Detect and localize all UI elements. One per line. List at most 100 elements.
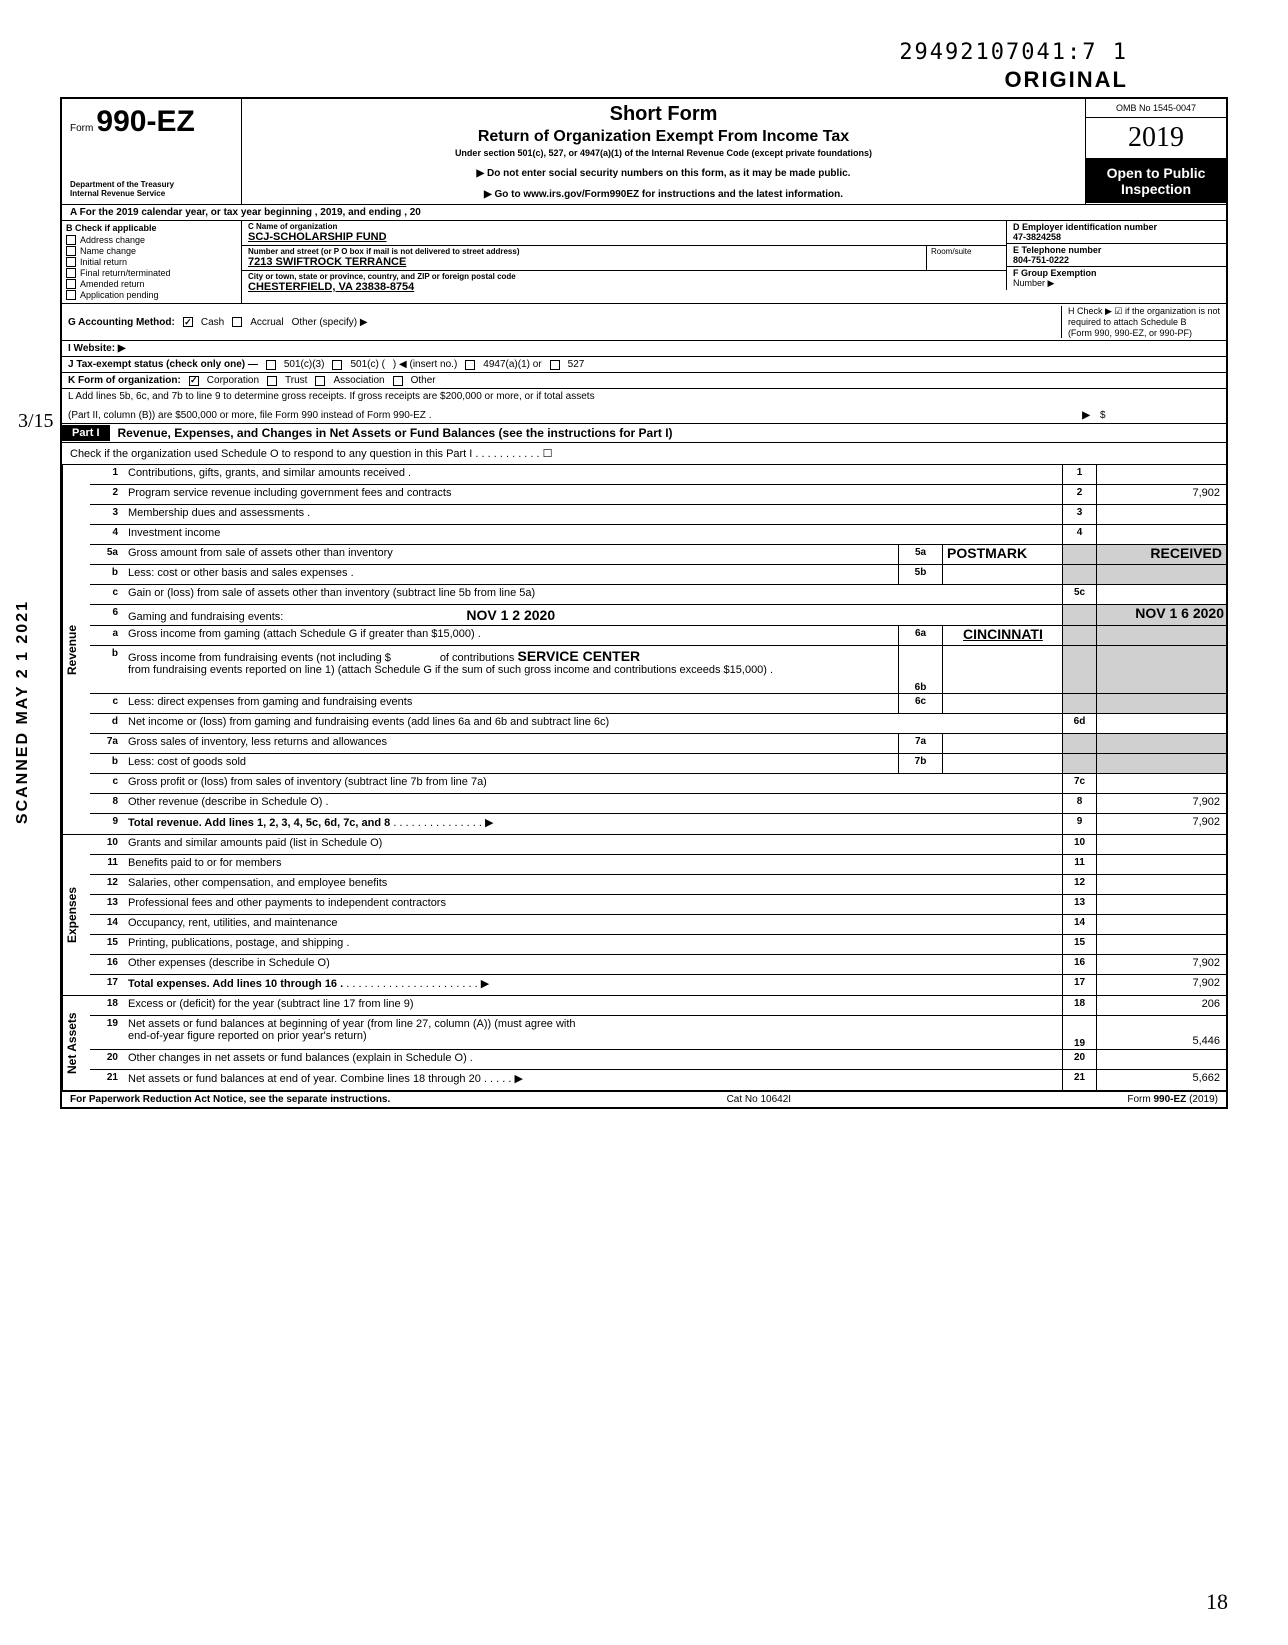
expenses-grid: Expenses 10Grants and similar amounts pa… — [62, 835, 1226, 996]
control-number: 29492107041:7 1 — [60, 40, 1128, 65]
original-label: ORIGINAL — [60, 67, 1128, 93]
c-label: C Name of organization — [248, 222, 1000, 231]
g-other: Other (specify) ▶ — [292, 317, 368, 328]
side-revenue: Revenue — [62, 465, 90, 834]
agency: Department of the Treasury Internal Reve… — [70, 180, 233, 198]
l7a: Gross sales of inventory, less returns a… — [128, 736, 387, 748]
l-text2: (Part II, column (B)) are $500,000 or mo… — [68, 410, 431, 421]
chk-address[interactable] — [66, 235, 76, 245]
part1-check-o: Check if the organization used Schedule … — [62, 443, 1226, 465]
l7c: Gross profit or (loss) from sales of inv… — [128, 776, 487, 788]
footer-right: Form Form 990-EZ (2019)990-EZ (2019) — [1127, 1094, 1218, 1105]
k-trust: Trust — [285, 375, 307, 386]
chk-other[interactable] — [393, 376, 403, 386]
l9: Total revenue. Add lines 1, 2, 3, 4, 5c,… — [128, 817, 390, 829]
chk-name[interactable] — [66, 246, 76, 256]
chk-assoc[interactable] — [315, 376, 325, 386]
row-k: K Form of organization: ✓Corporation Tru… — [62, 373, 1226, 389]
d-label: D Employer identification number — [1013, 222, 1220, 232]
i-label: I Website: ▶ — [68, 343, 126, 354]
addr-val: 7213 SWIFTROCK TERRANCE — [248, 256, 922, 268]
chk-trust[interactable] — [267, 376, 277, 386]
h-block: H Check ▶ ☑ if the organization is not r… — [1061, 306, 1220, 338]
cell-d: D Employer identification number 47-3824… — [1006, 221, 1226, 244]
chk-name-label: Name change — [80, 246, 136, 256]
chk-final[interactable] — [66, 268, 76, 278]
amt-1 — [1096, 465, 1226, 484]
part1-title: Revenue, Expenses, and Changes in Net As… — [110, 424, 681, 442]
l13: Professional fees and other payments to … — [128, 897, 446, 909]
chk-amended-label: Amended return — [80, 279, 145, 289]
city-val: CHESTERFIELD, VA 23838-8754 — [248, 281, 1000, 293]
chk-501c[interactable] — [332, 360, 342, 370]
omb: OMB No 1545-0047 — [1086, 99, 1226, 118]
amt-13 — [1096, 895, 1226, 914]
side-netassets: Net Assets — [62, 996, 90, 1090]
amt-8: 7,902 — [1096, 794, 1226, 813]
chk-corp[interactable]: ✓ — [189, 376, 199, 386]
open-public: Open to Public Inspection — [1086, 159, 1226, 203]
amt-14 — [1096, 915, 1226, 934]
j-o2b: ) ◀ (insert no.) — [393, 359, 457, 370]
amt-16: 7,902 — [1096, 955, 1226, 974]
phone: 804-751-0222 — [1013, 255, 1220, 265]
amt-9: 7,902 — [1096, 814, 1226, 834]
cell-city: City or town, state or province, country… — [242, 271, 1006, 295]
col-b: B Check if applicable Address change Nam… — [62, 221, 242, 303]
amt-5c — [1096, 585, 1226, 604]
amt-4 — [1096, 525, 1226, 544]
part1-header: Part I Revenue, Expenses, and Changes in… — [62, 424, 1226, 443]
l4: Investment income — [128, 527, 220, 539]
scanned-stamp: SCANNED MAY 2 1 2021 — [14, 600, 32, 824]
l21: Net assets or fund balances at end of ye… — [128, 1073, 481, 1085]
l5c: Gain or (loss) from sale of assets other… — [128, 587, 535, 599]
row-i: I Website: ▶ — [62, 341, 1226, 357]
g-cash: Cash — [201, 317, 224, 328]
l15: Printing, publications, postage, and shi… — [128, 937, 349, 949]
amt-10 — [1096, 835, 1226, 854]
l-dollar: $ — [1090, 410, 1220, 421]
k-assoc: Association — [333, 375, 384, 386]
l6a: Gross income from gaming (attach Schedul… — [128, 628, 481, 640]
chk-cash[interactable]: ✓ — [183, 317, 193, 327]
open2: Inspection — [1088, 181, 1224, 197]
l10: Grants and similar amounts paid (list in… — [128, 837, 382, 849]
l19a: Net assets or fund balances at beginning… — [128, 1018, 576, 1030]
chk-4947[interactable] — [465, 360, 475, 370]
l20: Other changes in net assets or fund bala… — [128, 1052, 473, 1064]
g-accrual: Accrual — [250, 317, 283, 328]
chk-initial[interactable] — [66, 257, 76, 267]
agency1: Department of the Treasury — [70, 180, 233, 189]
chk-amended[interactable] — [66, 279, 76, 289]
form-outer: Form 990-EZ Department of the Treasury I… — [60, 97, 1228, 1109]
l7b: Less: cost of goods sold — [128, 756, 246, 768]
bcdef-block: B Check if applicable Address change Nam… — [62, 221, 1226, 304]
l8: Other revenue (describe in Schedule O) . — [128, 796, 329, 808]
netassets-lines: 18Excess or (deficit) for the year (subt… — [90, 996, 1226, 1090]
amt-12 — [1096, 875, 1226, 894]
chk-accrual[interactable] — [232, 317, 242, 327]
cell-address: Number and street (or P O box if mail is… — [242, 246, 1006, 271]
e-label: E Telephone number — [1013, 245, 1220, 255]
cell-c: C Name of organization SCJ-SCHOLARSHIP F… — [242, 221, 1006, 246]
instr1: ▶ Do not enter social security numbers o… — [248, 168, 1079, 179]
amt-15 — [1096, 935, 1226, 954]
l6d: Net income or (loss) from gaming and fun… — [128, 716, 609, 728]
stamp-svc: SERVICE CENTER — [517, 648, 640, 664]
form-header: Form 990-EZ Department of the Treasury I… — [62, 99, 1226, 205]
chk-address-label: Address change — [80, 235, 145, 245]
k-corp: Corporation — [207, 375, 259, 386]
f-label2: Number ▶ — [1013, 278, 1220, 289]
chk-501c3[interactable] — [266, 360, 276, 370]
amt-3 — [1096, 505, 1226, 524]
amt-2: 7,902 — [1096, 485, 1226, 504]
l6b3: from fundraising events reported on line… — [128, 664, 773, 676]
chk-527[interactable] — [550, 360, 560, 370]
l12: Salaries, other compensation, and employ… — [128, 877, 387, 889]
row-l: L Add lines 5b, 6c, and 7b to line 9 to … — [62, 389, 1226, 424]
l6c: Less: direct expenses from gaming and fu… — [128, 696, 412, 708]
chk-pending[interactable] — [66, 290, 76, 300]
stamp-received: RECEIVED — [1150, 545, 1222, 561]
l6: Gaming and fundraising events: — [128, 611, 283, 623]
l5b: Less: cost or other basis and sales expe… — [128, 567, 354, 579]
